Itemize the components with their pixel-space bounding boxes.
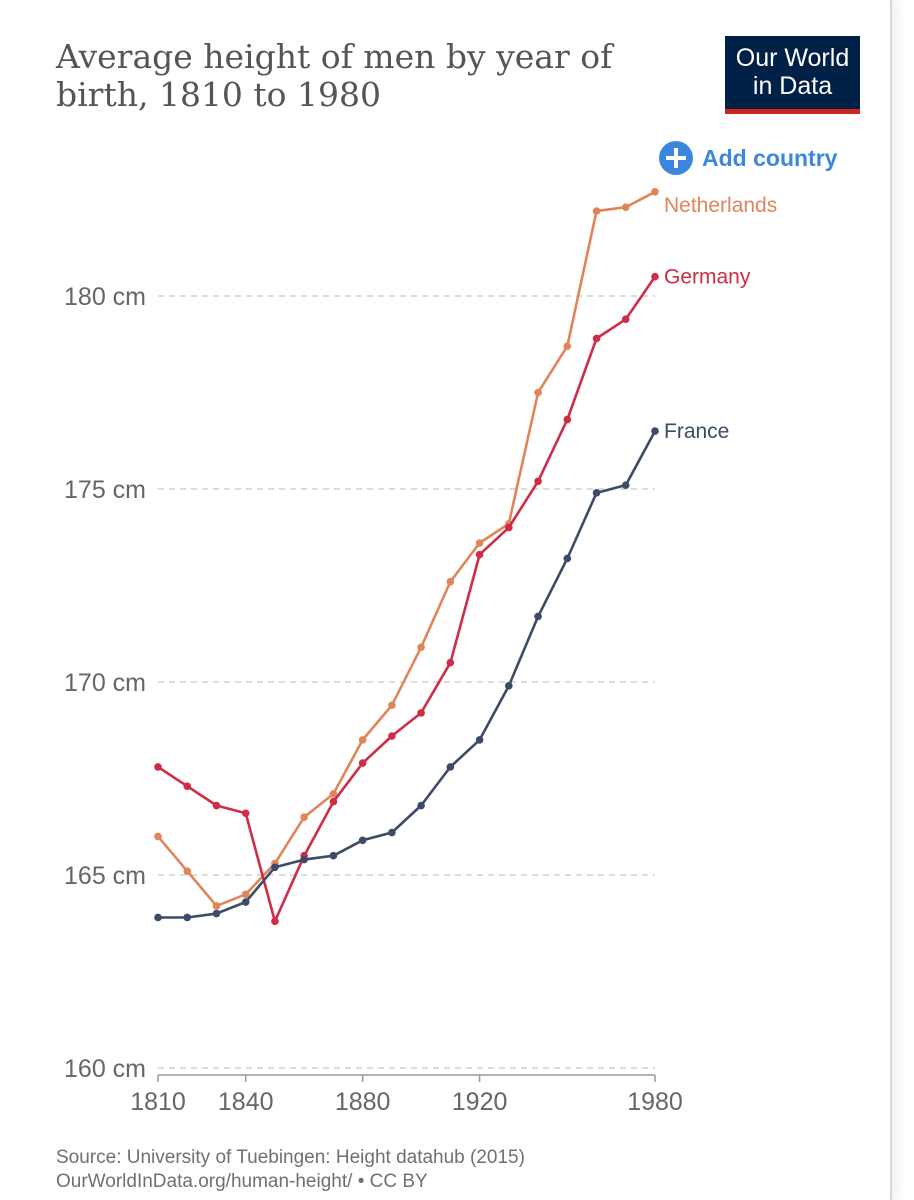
- owid-logo[interactable]: Our World in Data: [725, 36, 860, 114]
- data-point-netherlands: [388, 701, 396, 709]
- add-country-label: Add country: [702, 144, 838, 171]
- data-point-france: [621, 481, 630, 489]
- data-point-germany: [212, 801, 221, 810]
- series-labels: Netherlands Germany France: [664, 194, 777, 443]
- data-point-germany: [417, 709, 425, 717]
- data-point-netherlands: [212, 902, 221, 910]
- data-point-germany: [183, 782, 192, 791]
- y-tick-label: 165 cm: [64, 862, 146, 890]
- grid-lines: [158, 295, 655, 1069]
- data-point-netherlands: [475, 539, 484, 547]
- data-point-netherlands: [621, 203, 630, 212]
- data-point-france: [154, 913, 162, 922]
- y-tick-label: 175 cm: [64, 476, 146, 504]
- data-point-netherlands: [534, 388, 542, 397]
- data-point-france: [505, 682, 513, 690]
- data-point-germany: [154, 763, 162, 771]
- data-point-france: [212, 909, 221, 918]
- series-line-germany: [157, 275, 657, 923]
- data-point-germany: [446, 658, 455, 667]
- line-chart: 160 cm 165 cm 170 cm 175 cm 180 cm 1810 1840 18…: [64, 187, 777, 1116]
- series-label-netherlands: Netherlands: [664, 194, 777, 217]
- plus-circle-icon: [659, 141, 693, 175]
- y-tick-label: 180 cm: [64, 283, 146, 311]
- data-point-france: [388, 828, 396, 837]
- data-point-germany: [271, 917, 279, 926]
- x-tick-label: 1980: [627, 1088, 683, 1116]
- data-point-france: [417, 801, 425, 810]
- series-line-netherlands: [157, 190, 656, 908]
- data-point-germany: [505, 523, 513, 532]
- data-point-netherlands: [563, 342, 572, 350]
- data-point-netherlands: [358, 736, 367, 744]
- data-point-france: [358, 836, 367, 845]
- series-label-germany: Germany: [664, 266, 751, 289]
- source-note: Source: University of Tuebingen: Height …: [56, 1146, 525, 1194]
- series-line-france: [158, 430, 657, 919]
- series-label-france: France: [664, 420, 729, 443]
- data-point-france: [592, 489, 601, 497]
- series-lines: [154, 187, 659, 926]
- source-line-1: Source: University of Tuebingen: Height …: [56, 1147, 525, 1168]
- data-point-germany: [592, 334, 601, 343]
- x-tick-label: 1840: [218, 1088, 274, 1116]
- chart-title: Average height of men by year of birth, …: [56, 37, 613, 114]
- data-point-germany: [329, 797, 338, 806]
- data-point-france: [241, 898, 250, 906]
- x-tick-label: 1880: [335, 1088, 391, 1116]
- data-point-netherlands: [446, 577, 455, 586]
- logo-line-1: Our World: [735, 44, 850, 72]
- data-point-germany: [563, 415, 572, 424]
- source-line-2[interactable]: OurWorldInData.org/human-height/ • CC BY: [56, 1171, 428, 1192]
- data-point-france: [271, 863, 279, 872]
- data-point-france: [563, 554, 572, 563]
- data-point-netherlands: [300, 813, 308, 821]
- data-point-germany: [621, 315, 630, 323]
- data-point-germany: [651, 272, 659, 281]
- chart-card: [890, 0, 892, 1200]
- x-tick-label: 1810: [130, 1088, 186, 1116]
- data-point-netherlands: [651, 187, 659, 196]
- data-point-france: [329, 851, 338, 860]
- data-point-germany: [358, 759, 367, 767]
- data-point-netherlands: [241, 890, 250, 899]
- data-point-netherlands: [329, 790, 338, 798]
- data-point-france: [300, 855, 308, 864]
- data-point-netherlands: [183, 867, 192, 875]
- data-point-germany: [534, 477, 542, 486]
- data-point-france: [446, 763, 455, 771]
- data-point-france: [475, 736, 484, 744]
- data-point-france: [183, 913, 192, 922]
- y-tick-label: 170 cm: [64, 669, 146, 697]
- data-point-netherlands: [592, 207, 601, 215]
- data-point-netherlands: [154, 832, 162, 841]
- x-tick-label: 1920: [452, 1088, 508, 1116]
- data-point-france: [651, 427, 659, 435]
- y-tick-label: 160 cm: [64, 1055, 146, 1083]
- axes: 160 cm 165 cm 170 cm 175 cm 180 cm 1810 1840 18…: [64, 283, 683, 1116]
- logo-line-2: in Data: [752, 72, 833, 100]
- data-point-germany: [388, 732, 396, 740]
- add-country-button[interactable]: Add country: [659, 141, 837, 175]
- data-point-germany: [241, 809, 250, 818]
- data-point-netherlands: [417, 643, 425, 652]
- data-point-germany: [475, 550, 484, 559]
- data-point-france: [534, 612, 542, 621]
